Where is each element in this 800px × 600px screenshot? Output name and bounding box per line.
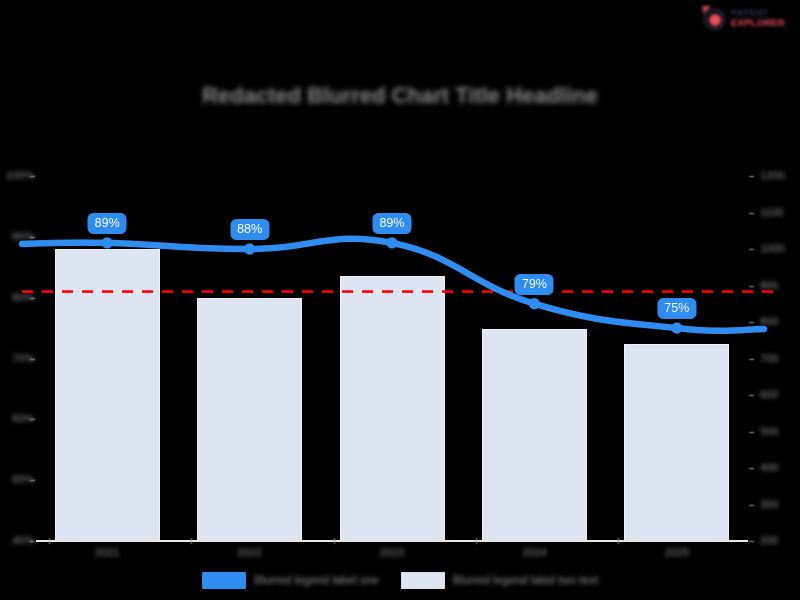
x-axis-baseline [36,540,748,542]
x-axis-tick [618,538,620,544]
bar-column[interactable] [54,249,160,541]
y-axis-right-tick [749,176,754,177]
y-axis-right-tick [749,468,754,469]
x-axis-tick [191,538,193,544]
y-axis-right-tick-label: 1100 [760,206,784,219]
brand-logo-text: PATENT EXPLORER [731,9,785,28]
y-axis-right-tick-label: 200 [760,535,779,547]
y-axis-left-tick [30,480,35,482]
data-label-badge: 79% [514,273,554,295]
y-axis-right: 1200 1100 1000 900 800 700 600 500 400 300 200 [760,170,800,547]
y-axis-left-tick-label: 90% [11,230,34,243]
legend-swatch-line [202,572,247,589]
bar-column[interactable] [339,276,445,541]
y-axis-right-tick-label: 1000 [760,243,785,255]
x-axis-tick-label: 2024 [522,547,547,559]
y-axis-left-tick-label: 70% [11,352,34,365]
line-series-path [18,235,768,335]
brand-logo-line1: PATENT [731,8,769,20]
y-axis-right-tick-label: 500 [760,425,779,438]
line-series-marker[interactable] [528,298,541,310]
y-axis-right-tick-label: 400 [760,462,779,474]
y-axis-left-tick-label: 50% [11,474,34,487]
line-series-marker[interactable] [386,237,398,249]
data-label-badge: 89% [372,212,412,234]
y-axis-right-tick-label: 700 [760,352,779,365]
y-axis-left: 100% 90% 80% 70% 60% 50% 40% [0,170,34,547]
y-axis-right-tick [749,249,754,250]
line-series-marker[interactable] [671,322,683,334]
y-axis-left-ticks [30,176,36,542]
y-axis-right-tick [749,285,754,287]
y-axis-right-tick [749,322,754,323]
y-axis-right-ticks [749,176,755,542]
y-axis-left-tick-label: 100% [5,170,34,182]
y-axis-right-tick-label: 800 [760,316,779,328]
legend: Blurred legend label one Blurred legend l… [0,572,800,589]
legend-swatch-bar [400,572,445,589]
y-axis-right-tick-label: 1200 [760,170,785,182]
y-axis-right-tick [749,431,754,433]
y-axis-right-tick-label: 300 [760,498,779,511]
legend-label: Blurred legend label two text [452,574,598,587]
x-axis-tick-label: 2025 [664,547,690,559]
x-axis-tick [48,538,50,544]
data-label-badge: 88% [230,219,270,240]
y-axis-left-tick-label: 60% [11,413,34,426]
y-axis-left-tick [30,541,35,542]
y-axis-left-tick [30,236,35,238]
brand-logo-line2: EXPLORER [731,18,785,29]
y-axis-left-tick [30,297,35,299]
x-axis-tick-label: 2021 [94,547,120,559]
x-axis-tick [475,538,477,544]
y-axis-left-tick [30,419,35,421]
x-axis-tick-label: 2022 [237,547,262,559]
plot-area [36,176,748,541]
y-axis-right-tick-label: 600 [760,389,779,401]
y-axis-left-tick-label: 40% [11,535,34,547]
x-axis-tick [333,538,335,544]
y-axis-right-tick [749,358,754,360]
line-series-marker[interactable] [101,237,113,249]
y-axis-left-tick [30,176,35,177]
line-series-marker[interactable] [244,243,256,255]
target-circle-icon [702,6,728,32]
y-axis-right-tick [749,212,754,214]
page-title: Redacted Blurred Chart Title Headline [202,83,598,108]
data-label-badge: 89% [87,212,127,234]
y-axis-left-tick-label: 80% [11,291,34,304]
legend-label: Blurred legend label one [254,574,379,587]
bar-column[interactable] [197,298,303,541]
y-axis-left-tick [30,358,35,360]
brand-logo: PATENT EXPLORER [702,4,794,34]
y-axis-right-tick [749,541,754,542]
bar-column[interactable] [624,343,730,541]
legend-item[interactable]: Blurred legend label two text [400,572,598,589]
bar-column[interactable] [481,329,587,541]
y-axis-right-tick [749,395,754,396]
y-axis-right-tick-label: 900 [760,279,779,292]
x-axis-tick-label: 2023 [379,547,405,559]
legend-item[interactable]: Blurred legend label one [202,572,379,589]
y-axis-right-tick [749,504,754,506]
data-label-badge: 75% [657,298,697,320]
